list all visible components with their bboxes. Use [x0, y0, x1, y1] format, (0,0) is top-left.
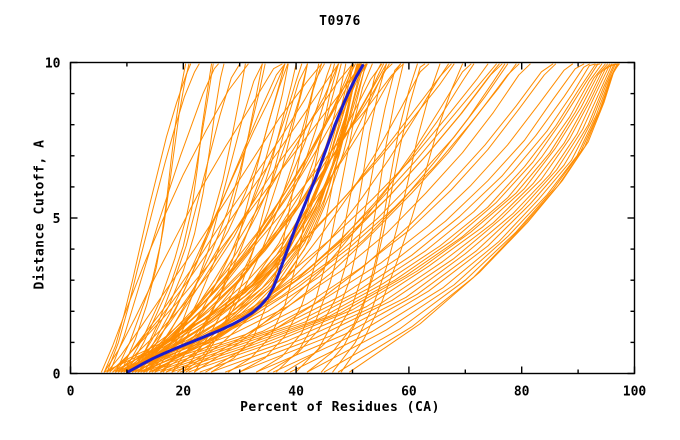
prediction-curve [132, 63, 401, 372]
prediction-curve [137, 63, 557, 373]
prediction-curve [160, 63, 596, 373]
page-title: T0976 [319, 14, 361, 29]
prediction-curve [126, 63, 361, 373]
prediction-curve [130, 63, 362, 373]
y-tick-label: 5 [53, 212, 61, 227]
x-tick-label: 60 [401, 385, 417, 400]
prediction-curve [120, 63, 332, 373]
prediction-curve [132, 63, 225, 373]
prediction-curve [132, 63, 286, 373]
prediction-curve [133, 63, 383, 372]
y-tick-label: 0 [53, 368, 61, 383]
prediction-curve [205, 63, 554, 373]
prediction-curve [115, 63, 325, 373]
prediction-curve [211, 63, 322, 373]
prediction-curve [103, 63, 283, 373]
prediction-curve [185, 63, 520, 373]
x-tick-label: 40 [288, 385, 304, 400]
prediction-curve [106, 63, 200, 373]
x-axis-label: Percent of Residues (CA) [240, 400, 440, 415]
prediction-curve [126, 63, 212, 373]
prediction-curve [126, 63, 367, 373]
prediction-curve [112, 63, 339, 373]
prediction-curve [284, 63, 404, 373]
prediction-curve [179, 63, 603, 373]
prediction-curve [148, 63, 585, 373]
prediction-curve [171, 63, 599, 373]
x-tick-label: 80 [514, 385, 530, 400]
prediction-curve [137, 63, 353, 373]
prediction-curve [123, 63, 489, 373]
prediction-curve [106, 63, 322, 373]
prediction-curve [295, 63, 401, 373]
x-tick-label: 20 [175, 385, 191, 400]
axes-frame [69, 61, 636, 375]
x-tick-label: 100 [623, 385, 647, 400]
prediction-curve [109, 63, 368, 373]
reference-curve [126, 64, 365, 374]
prediction-curve [101, 63, 249, 373]
prediction-curve [160, 63, 368, 373]
y-tick-label: 10 [45, 57, 61, 72]
prediction-curve [154, 63, 590, 373]
prediction-curve [239, 63, 359, 373]
prediction-curve [289, 63, 616, 373]
prediction-curve [225, 63, 613, 373]
curves-group [101, 63, 620, 374]
x-tick-label: 0 [67, 385, 75, 400]
prediction-curve [154, 63, 263, 373]
prediction-curve [115, 63, 187, 373]
prediction-curve [256, 63, 617, 373]
prediction-curve [128, 63, 362, 373]
prediction-curve [211, 63, 611, 373]
prediction-curve [126, 63, 353, 373]
prediction-curve [199, 63, 608, 373]
y-axis-label: Distance Cutoff, A [32, 139, 48, 290]
prediction-curve [320, 63, 426, 373]
tick-labels-group: 0 20 40 60 80 100 0 5 10 [45, 57, 647, 400]
prediction-curve [165, 63, 601, 373]
prediction-curve [256, 63, 373, 373]
prediction-curve [306, 63, 618, 373]
prediction-curve [132, 63, 286, 373]
prediction-curve [306, 63, 418, 373]
prediction-curve [140, 63, 509, 373]
prediction-curve [340, 63, 463, 373]
prediction-curve [275, 63, 382, 373]
prediction-curve [267, 63, 387, 373]
prediction-curve [182, 63, 430, 373]
prediction-curve [349, 63, 620, 373]
prediction-curve [160, 63, 289, 373]
prediction-curve [323, 63, 619, 373]
prediction-curve [126, 63, 241, 373]
prediction-curve [148, 63, 368, 373]
prediction-curve [126, 63, 506, 373]
prediction-curve [273, 63, 619, 373]
prediction-curve [132, 63, 531, 373]
prediction-curve [120, 63, 190, 373]
prediction-curve [332, 63, 441, 373]
prediction-curve [148, 63, 404, 373]
prediction-curve [165, 63, 497, 373]
